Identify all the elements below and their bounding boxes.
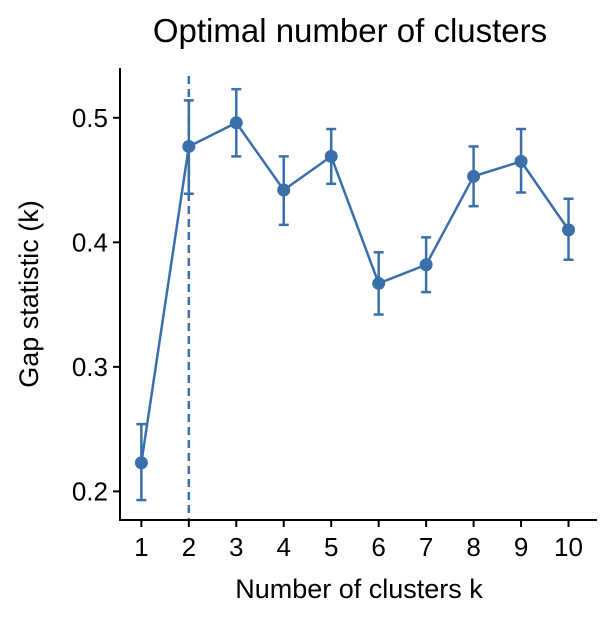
y-tick-label: 0.3 [72,352,108,382]
x-tick-label: 5 [324,532,338,562]
axes-layer: 0.2 0.3 0.4 0.5 1 2 3 4 5 6 7 8 9 10 [72,68,597,562]
data-point [229,116,243,130]
data-point [562,223,576,237]
x-axis-label: Number of clusters k [235,574,483,604]
y-tick-label: 0.5 [72,103,108,133]
x-tick-label: 10 [554,532,583,562]
series-line-layer [140,121,570,463]
error-bars-layer [136,87,574,502]
data-point [324,149,338,163]
x-tick-label: 8 [466,532,480,562]
data-point [467,169,481,183]
data-point [372,276,386,290]
x-tick-label: 1 [134,532,148,562]
data-point [134,456,148,470]
data-point [277,183,291,197]
x-tick-label: 3 [229,532,243,562]
x-tick-label: 7 [419,532,433,562]
y-axis-label: Gap statistic (k) [14,200,44,388]
x-tick-label: 4 [277,532,291,562]
x-tick-label: 6 [371,532,385,562]
chart-title: Optimal number of clusters [152,12,548,49]
data-point [514,154,528,168]
x-tick-label: 9 [514,532,528,562]
series-line [140,121,570,463]
x-tick-label: 2 [182,532,196,562]
series-points-layer [134,116,576,470]
y-tick-label: 0.2 [72,476,108,506]
data-point [182,139,196,153]
y-tick-label: 0.4 [72,227,108,257]
data-point [419,258,433,272]
